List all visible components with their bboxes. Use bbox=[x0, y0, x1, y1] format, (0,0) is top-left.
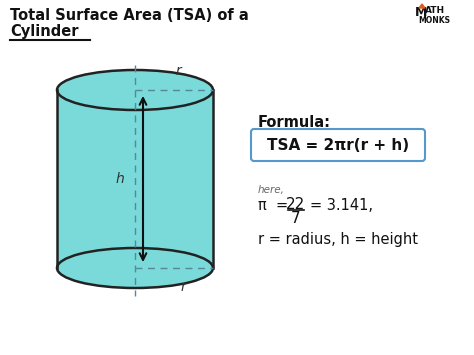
Text: Total Surface Area (TSA) of a: Total Surface Area (TSA) of a bbox=[10, 8, 249, 23]
Text: h: h bbox=[116, 172, 124, 186]
Text: r: r bbox=[175, 64, 181, 78]
Text: r = radius, h = height: r = radius, h = height bbox=[258, 232, 418, 247]
FancyBboxPatch shape bbox=[251, 129, 425, 161]
Ellipse shape bbox=[57, 70, 213, 110]
Text: 7: 7 bbox=[291, 211, 301, 226]
Text: Formula:: Formula: bbox=[258, 115, 331, 130]
Text: = 3.141,: = 3.141, bbox=[310, 198, 373, 213]
Text: TSA = 2πr(r + h): TSA = 2πr(r + h) bbox=[267, 138, 409, 153]
Polygon shape bbox=[419, 4, 425, 8]
Text: Cylinder: Cylinder bbox=[10, 24, 79, 39]
Ellipse shape bbox=[57, 248, 213, 288]
Polygon shape bbox=[57, 90, 213, 268]
Text: r: r bbox=[181, 280, 186, 294]
Text: M: M bbox=[415, 6, 428, 19]
Text: here,: here, bbox=[258, 185, 285, 195]
Text: MONKS: MONKS bbox=[418, 16, 450, 25]
Text: π  =: π = bbox=[258, 198, 288, 213]
Text: ATH: ATH bbox=[425, 6, 445, 15]
Text: 22: 22 bbox=[286, 197, 306, 212]
